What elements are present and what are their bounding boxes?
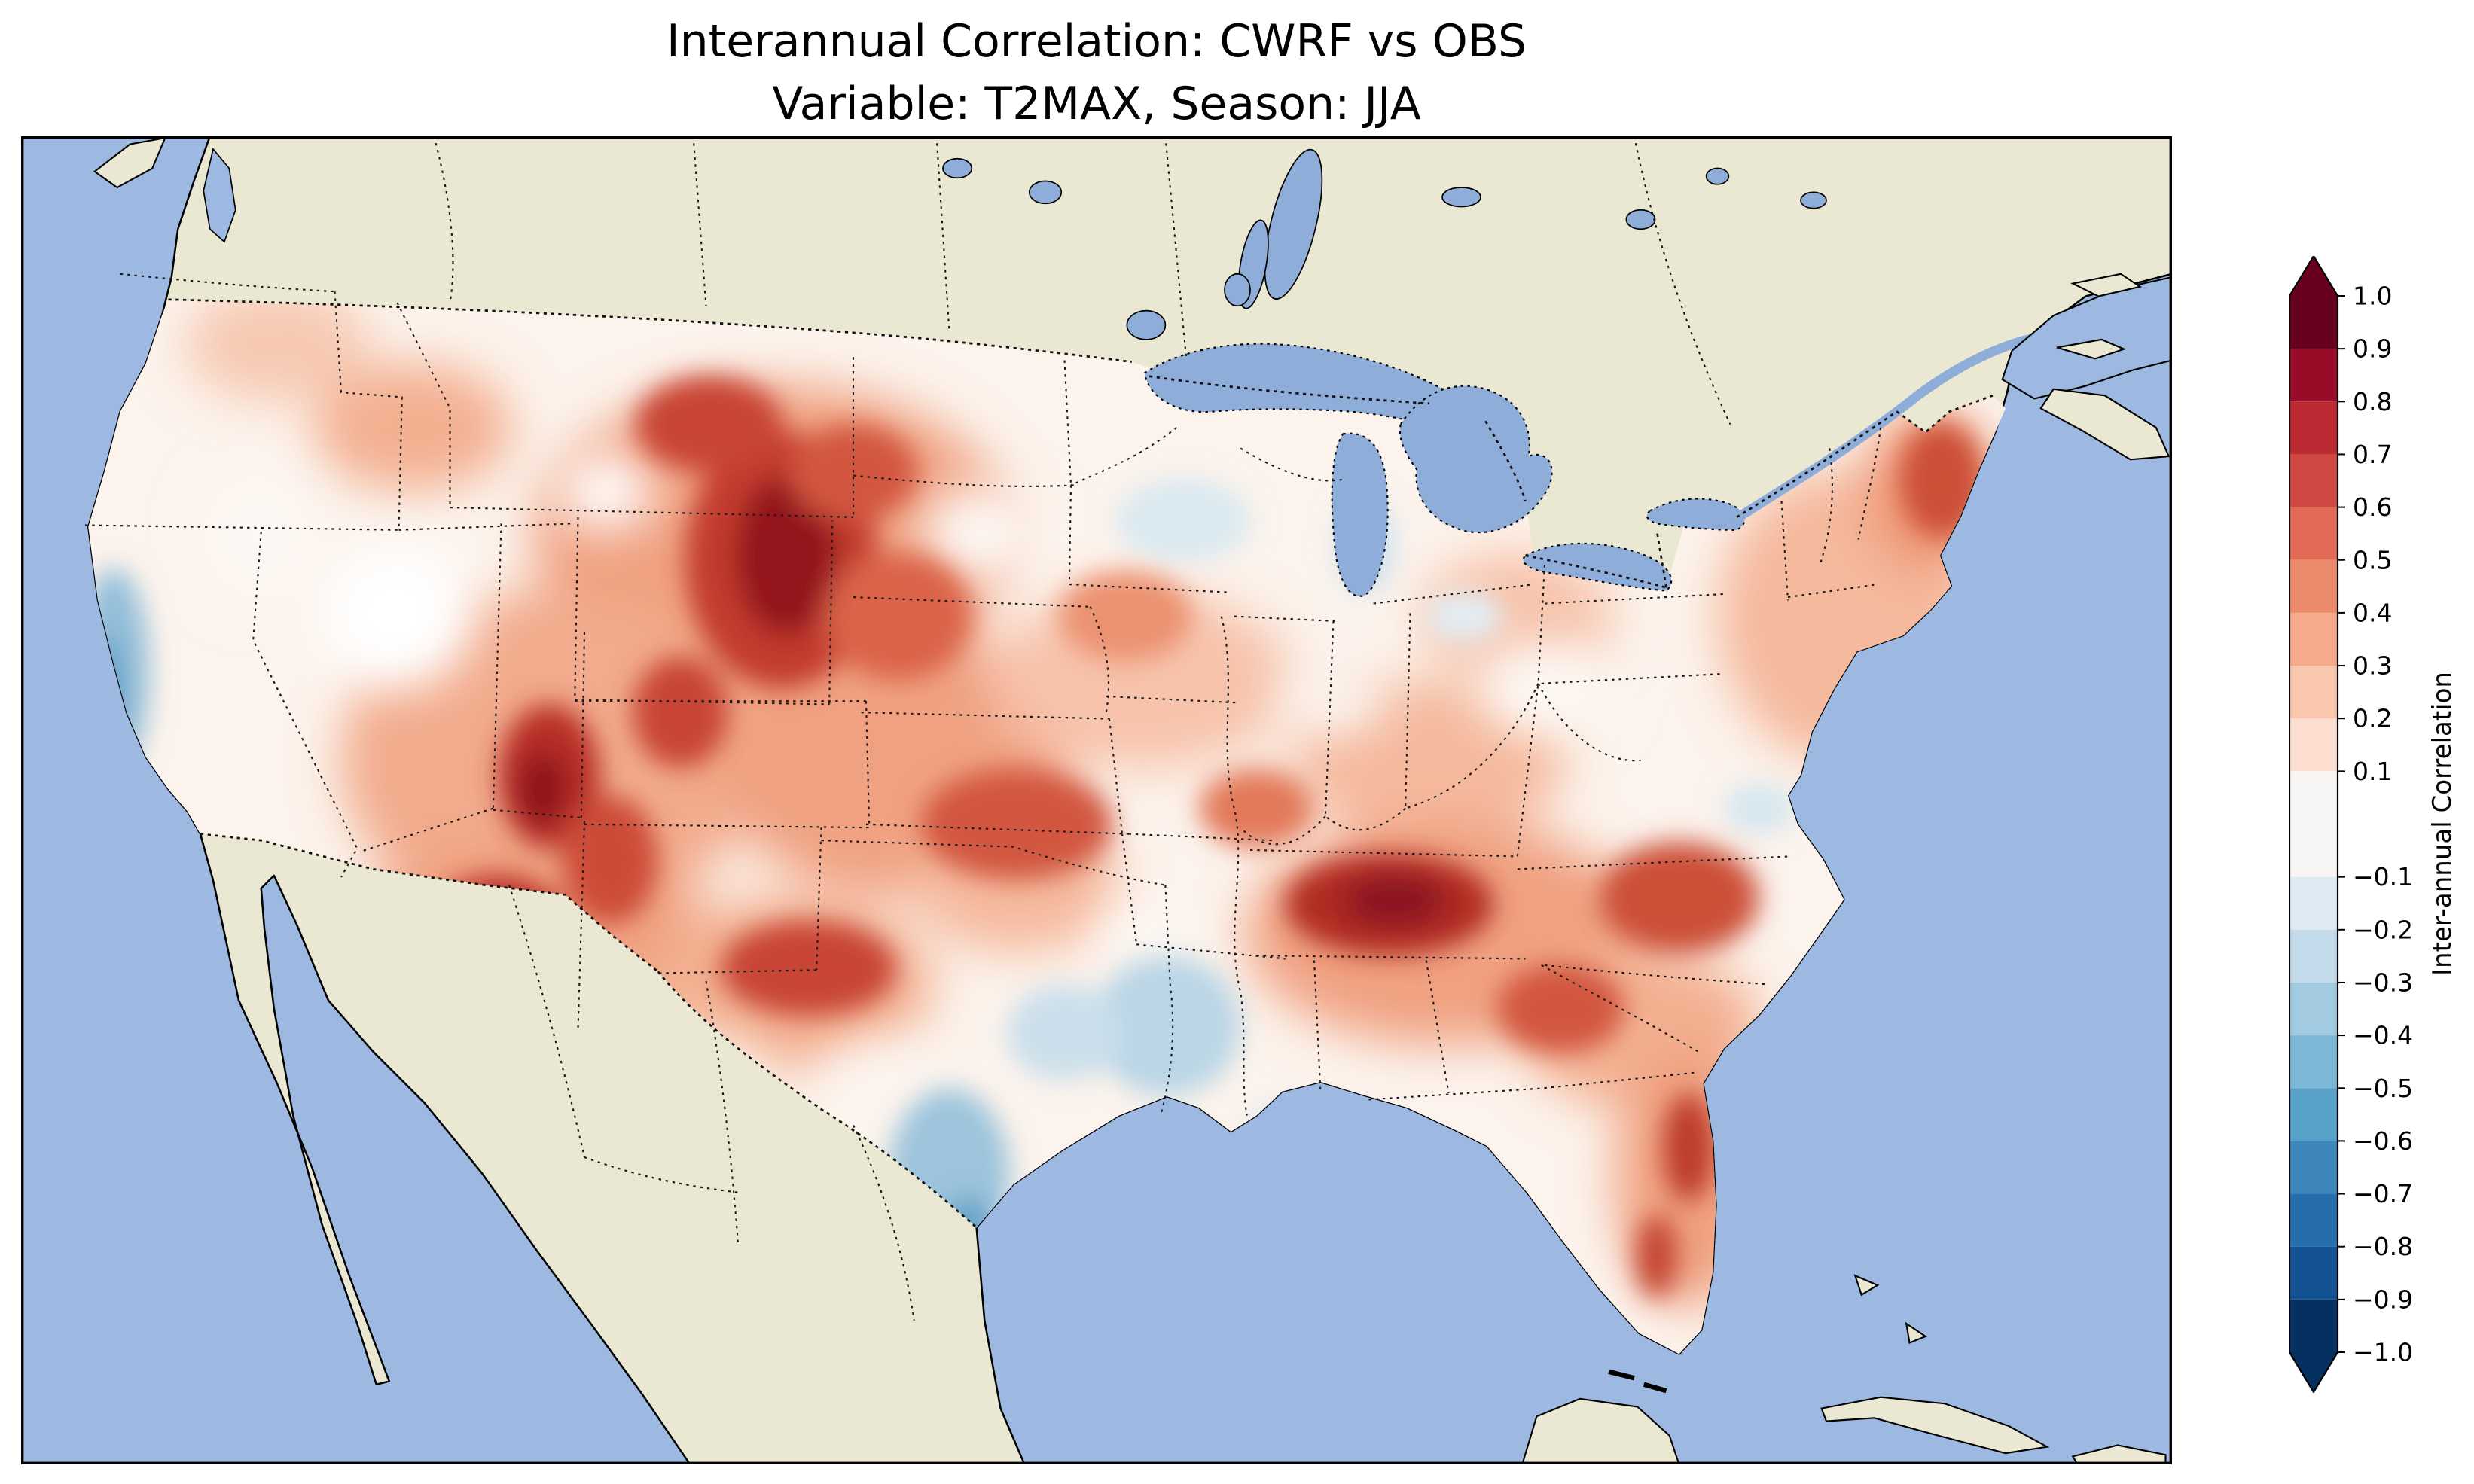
colorbar-label: Inter-annual Correlation: [2427, 672, 2457, 976]
lake-superior: [1143, 343, 1469, 435]
colorbar-tick-label: −0.7: [2353, 1179, 2413, 1208]
map-axes: [21, 136, 2172, 1464]
colorbar-band: [2289, 929, 2338, 983]
colorbar-band: [2289, 982, 2338, 1036]
yucatan: [1521, 1397, 1680, 1464]
colorbar-bands: [2289, 296, 2338, 1352]
national-borders: [168, 298, 1994, 1229]
colorbar-tick-label: 0.5: [2353, 545, 2392, 574]
colorbar-tick-label: −0.4: [2353, 1021, 2413, 1050]
lake-huron: [1399, 385, 1553, 534]
colorbar-extend-over-triangle: [2289, 256, 2338, 296]
colorbar-band: [2289, 771, 2338, 877]
colorbar-band: [2289, 559, 2338, 613]
colorbar-band: [2289, 612, 2338, 666]
colorbar-tick-label: 0.6: [2353, 492, 2392, 522]
figure-title: Interannual Correlation: CWRF vs OBS Var…: [21, 11, 2172, 136]
foreign-admin-borders: [433, 136, 1731, 1321]
colorbar-tick-label: 0.1: [2353, 757, 2392, 786]
colorbar-band: [2289, 666, 2338, 719]
colorbar-ticks: 1.0 0.9 0.8 0.7 0.6 0.5 0.4 0.3 0.2 0.1 −0.1 −0.2 −0…: [2338, 282, 2413, 1367]
atlantic-canada-islands: [2039, 273, 2170, 461]
colorbar-tick-label: −0.9: [2353, 1284, 2413, 1314]
lake-michigan: [1331, 432, 1389, 597]
map-frame: [21, 136, 2172, 1464]
colorbar-band: [2289, 1141, 2338, 1194]
colorbar-band: [2289, 349, 2338, 402]
colorbar-band: [2289, 1299, 2338, 1352]
caribbean-islands: [1521, 1274, 2167, 1464]
colorbar-tick-label: −1.0: [2353, 1338, 2413, 1367]
puget-sound: [203, 148, 236, 243]
lake-ontario: [1646, 498, 1746, 531]
state-borders: [84, 273, 1882, 1116]
colorbar-band: [2289, 454, 2338, 507]
gulf-of-st-lawrence: [2001, 276, 2172, 400]
colorbar-tick-label: −0.6: [2353, 1126, 2413, 1156]
nova-scotia: [2039, 388, 2170, 461]
colorbar-tick-label: 0.3: [2353, 651, 2392, 681]
colorbar-band: [2289, 507, 2338, 560]
title-line-1: Interannual Correlation: CWRF vs OBS: [666, 15, 1527, 68]
colorbar-tick-label: 0.9: [2353, 334, 2392, 364]
colorbar-tick-label: 0.8: [2353, 387, 2392, 416]
canadian-lakes: [942, 148, 1827, 340]
florida-keys: [1608, 1369, 1667, 1394]
colorbar-band: [2289, 1088, 2338, 1141]
colorbar-tick-label: −0.8: [2353, 1232, 2413, 1261]
colorbar-band: [2289, 876, 2338, 930]
anticosti-island: [2070, 273, 2143, 297]
colorbar-tick-label: 0.7: [2353, 440, 2392, 469]
vancouver-island: [93, 136, 166, 189]
bahamas: [1853, 1274, 1928, 1344]
colorbar-tick-label: 0.4: [2353, 598, 2392, 627]
title-line-2: Variable: T2MAX, Season: JJA: [772, 77, 1421, 130]
map: [21, 136, 2172, 1464]
cuba: [1820, 1396, 2050, 1455]
colorbar-band: [2289, 296, 2338, 349]
pacific-northwest-details: [93, 136, 236, 243]
st-lawrence-river: [1731, 333, 2036, 525]
colorbar-band: [2289, 1035, 2338, 1089]
colorbar-band: [2289, 401, 2338, 455]
prince-edward-island: [2056, 338, 2127, 360]
colorbar-tick-label: −0.5: [2353, 1074, 2413, 1103]
colorbar-band: [2289, 1246, 2338, 1300]
colorbar: 1.0 0.9 0.8 0.7 0.6 0.5 0.4 0.3 0.2 0.1 −0.1 −0.2 −0…: [2289, 256, 2457, 1393]
colorbar-band: [2289, 1193, 2338, 1247]
colorbar-tick-label: 1.0: [2353, 282, 2392, 311]
colorbar-tick-label: −0.2: [2353, 915, 2413, 944]
colorbar-extend-under-triangle: [2289, 1352, 2338, 1392]
colorbar-band: [2289, 718, 2338, 772]
colorbar-tick-label: −0.3: [2353, 967, 2413, 997]
colorbar-tick-label: −0.1: [2353, 862, 2413, 891]
colorbar-tick-label: 0.2: [2353, 704, 2392, 733]
